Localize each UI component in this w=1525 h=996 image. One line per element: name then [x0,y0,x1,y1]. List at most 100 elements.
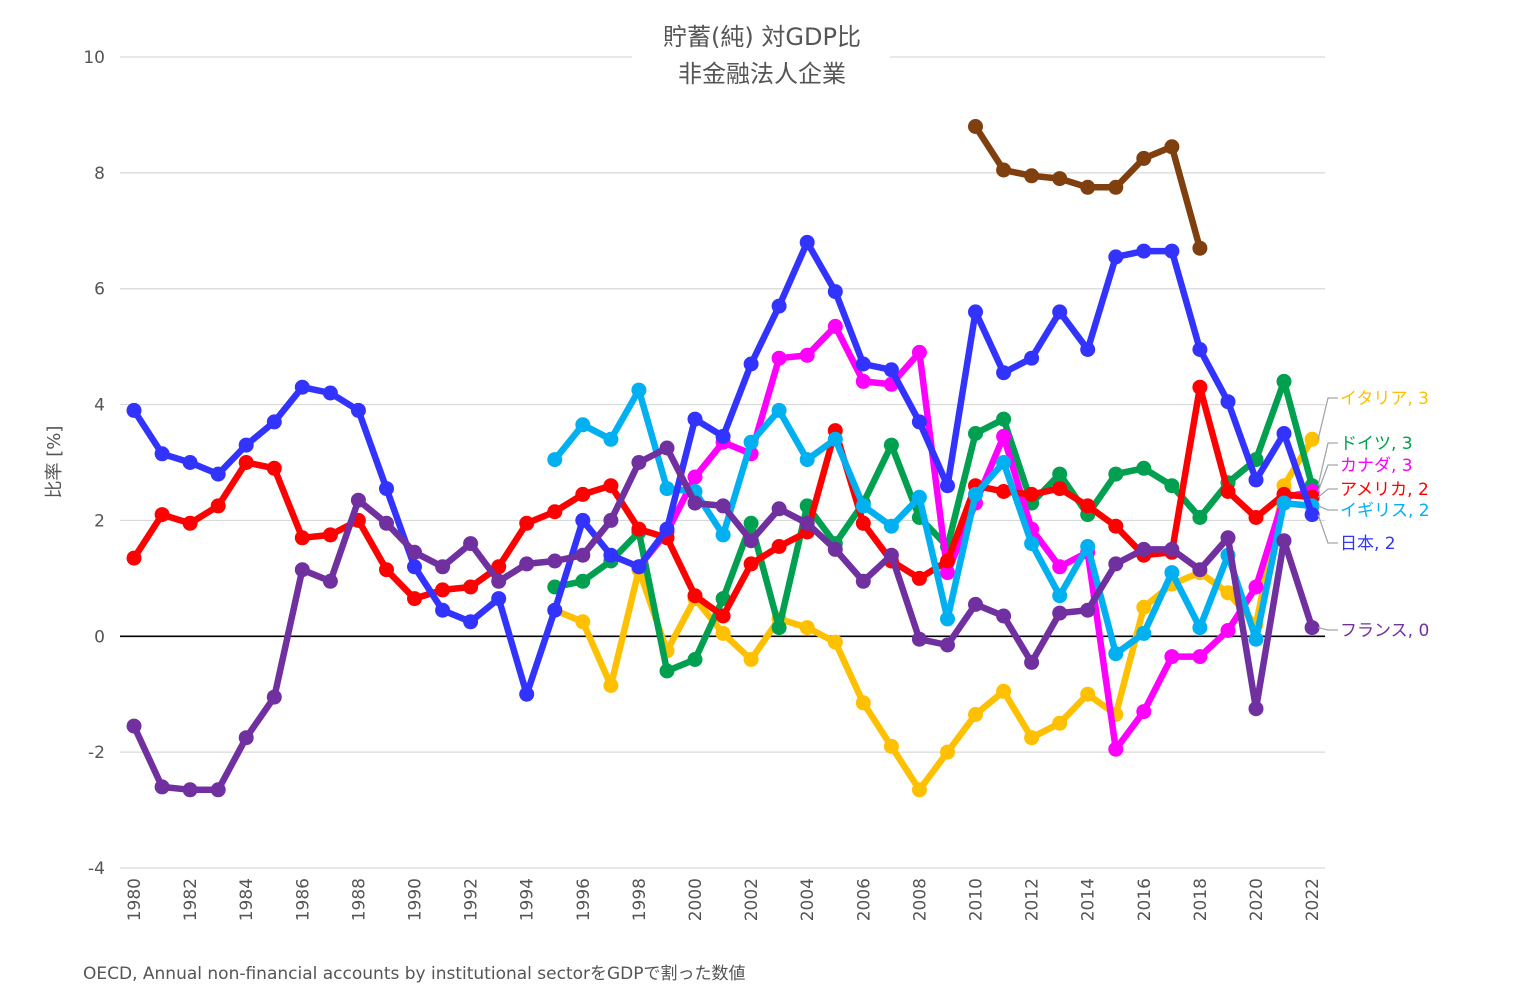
x-tick-label: 2004 [798,878,818,921]
data-point [238,455,254,470]
y-tick-label: 0 [94,627,105,647]
data-point [883,738,899,754]
data-point [435,559,451,575]
data-point [407,591,422,607]
data-point [911,489,927,505]
data-point [154,446,170,462]
data-point [1080,342,1096,357]
data-point [771,620,787,636]
series-5 [126,234,1320,702]
data-point [603,431,619,447]
data-point [631,559,647,575]
data-point [1052,171,1068,187]
data-point [827,634,843,650]
x-tick-label: 2012 [1023,878,1043,921]
label-leader [1317,397,1338,440]
x-tick-label: 1986 [293,878,313,921]
data-point [687,411,703,427]
data-point [491,591,507,607]
data-point [154,507,170,523]
data-point [1192,379,1208,395]
data-point [855,573,871,589]
data-point [1220,585,1236,601]
data-point [771,298,787,314]
data-point [1248,472,1264,488]
data-point [1024,654,1040,670]
series-7 [968,119,1208,256]
data-point [771,501,787,517]
data-point [855,515,871,531]
data-point [940,611,955,627]
data-point [575,614,591,630]
data-point [799,234,815,250]
data-point [996,455,1012,470]
series-3 [126,379,1320,624]
x-tick-label: 1990 [406,878,426,921]
data-point [294,562,310,578]
y-tick-label: 6 [94,280,105,300]
data-point [575,547,591,563]
data-point [238,437,254,453]
data-point [182,782,198,798]
data-point [1192,620,1208,636]
x-tick-label: 1998 [630,878,650,921]
data-point [1052,481,1068,497]
data-point [1220,484,1236,499]
data-point [715,498,731,514]
data-point [996,484,1012,499]
data-point [799,620,815,636]
data-point [519,686,535,702]
data-point [883,362,899,378]
data-point [1304,620,1320,636]
data-point [407,559,422,575]
data-point [1136,150,1152,166]
chart-title-line-1: 貯蓄(純) 対GDP比 [663,23,861,51]
series-end-label: アメリカ, 2 [1340,480,1429,500]
data-point [855,695,871,711]
x-axis-ticks: 1980 1982 1984 1986 1988 1990 1992 1994 1996 1998… [125,878,1323,921]
data-point [350,492,366,508]
x-tick-label: 1996 [574,878,594,921]
data-point [1108,466,1124,482]
x-tick-label: 2010 [967,878,987,921]
data-point [1024,168,1040,184]
data-point [1220,623,1236,638]
data-point [631,382,647,398]
series-end-label: イギリス, 2 [1340,501,1430,521]
data-point [575,573,591,589]
data-point [1080,602,1096,618]
data-point [743,652,759,667]
data-point [266,460,282,476]
data-point [1164,139,1180,155]
data-point [519,515,535,531]
data-point [855,498,871,514]
data-point [210,498,226,514]
series-line [551,378,1316,675]
data-point [631,455,647,470]
data-point [883,518,899,534]
data-point [603,678,619,693]
data-point [126,402,142,418]
data-point [435,582,451,598]
title-background [632,18,890,94]
data-point [379,515,394,531]
data-point [827,318,843,334]
data-point [350,402,366,418]
data-point [1024,536,1040,552]
data-point [1192,510,1208,525]
data-point [1220,394,1236,410]
data-point [940,553,955,569]
data-point [266,689,282,705]
data-point [238,730,254,746]
data-point [1164,565,1180,581]
series-end-label: 日本, 2 [1340,534,1396,554]
data-point [1192,240,1208,256]
data-point [575,417,591,433]
data-point [1192,562,1208,578]
data-point [827,284,843,300]
data-point [182,515,198,531]
x-tick-label: 2014 [1079,878,1099,921]
series-layer [126,119,1320,798]
data-point [687,652,703,667]
data-point [547,504,563,520]
